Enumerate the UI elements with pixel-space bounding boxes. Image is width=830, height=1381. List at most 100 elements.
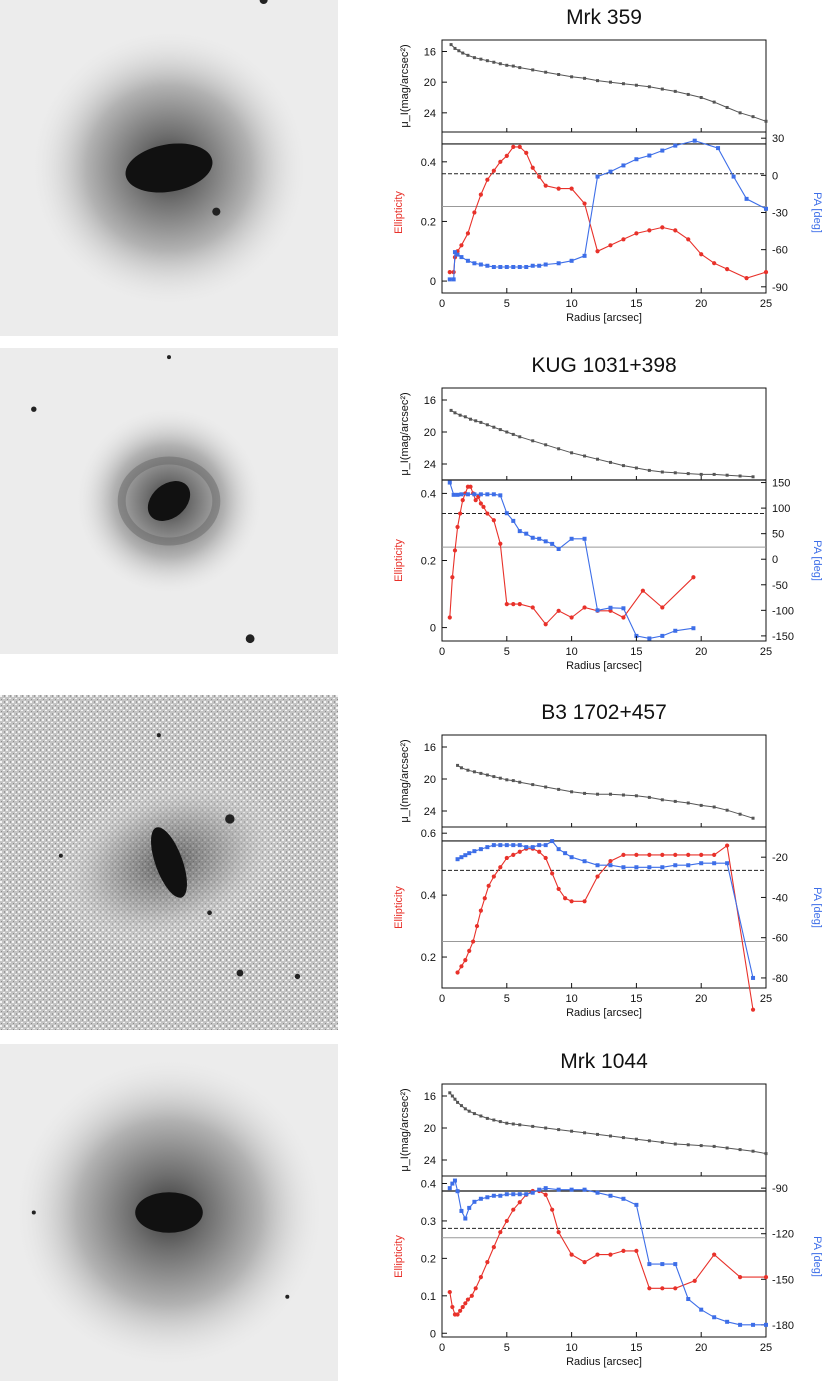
ellipticity-point [481, 504, 486, 509]
sb-point [621, 82, 625, 86]
pa-tick-label: -120 [772, 1229, 794, 1241]
pa-point [764, 206, 768, 211]
x-axis-label: Radius [arcsec] [566, 660, 642, 672]
panel-title: KUG 1031+398 [531, 354, 677, 377]
sb-point [634, 466, 638, 470]
sb-point [456, 763, 460, 767]
pa-axis-label: PA [deg] [811, 540, 823, 581]
ellipticity-point [463, 958, 468, 963]
sb-point [518, 66, 522, 70]
pa-point [543, 262, 548, 267]
ellipticity-point [504, 855, 509, 861]
sb-point [458, 413, 462, 417]
ellipticity-point [673, 228, 678, 233]
profile-plots: 16 20 24 μ_I(mag/arcsec²) 0 0.2 0.4 Ellipticity… [370, 384, 830, 684]
ellipticity-point [511, 1207, 516, 1212]
pa-point [595, 863, 600, 868]
pa-point [543, 539, 548, 544]
pa-point [595, 608, 600, 613]
ellipticity-point [744, 275, 749, 281]
sb-point [751, 475, 755, 479]
ellipticity-point [595, 1252, 600, 1257]
pa-point [660, 633, 665, 638]
sb-point [544, 443, 548, 447]
pa-point [673, 143, 678, 148]
x-tick-label: 10 [565, 298, 577, 310]
galaxy-image [0, 695, 338, 1030]
ellipticity-point [504, 602, 509, 607]
sb-point [453, 411, 457, 415]
sb-point [686, 1143, 690, 1147]
pa-point [465, 492, 470, 497]
pa-point [621, 606, 626, 611]
pa-point [455, 492, 460, 497]
pa-tick-label: -50 [772, 580, 788, 592]
pa-point [699, 1307, 704, 1312]
x-tick-label: 25 [760, 993, 772, 1005]
sb-point [596, 792, 600, 796]
pa-line [449, 140, 767, 280]
sb-point [557, 73, 561, 76]
ellipticity-point [459, 243, 464, 248]
pa-line [449, 1179, 766, 1326]
pa-point [511, 518, 516, 523]
ellipticity-point [737, 1274, 743, 1280]
sb-point [557, 1128, 561, 1132]
sb-point [511, 432, 515, 436]
ellipticity-point [524, 150, 529, 155]
pa-point [504, 264, 509, 269]
pa-axis-label: PA [deg] [811, 887, 823, 928]
ellipticity-point [511, 144, 516, 150]
ellipticity-point [692, 1278, 697, 1283]
pa-point [517, 264, 522, 269]
pa-point [543, 1186, 548, 1191]
x-tick-label: 25 [760, 1342, 772, 1354]
pa-tick-label: -90 [772, 282, 788, 294]
ellipticity-axes-frame [441, 479, 767, 642]
pa-point [692, 138, 697, 143]
pa-tick-label: 0 [772, 170, 778, 182]
ellipticity-point [550, 871, 555, 876]
pa-tick-label: -60 [772, 933, 788, 945]
ellipticity-point [498, 865, 503, 870]
x-tick-label: 0 [439, 993, 445, 1005]
profile-plots: 16 20 24 μ_I(mag/arcsec²) 0 0.1 0.2 0.3 0.4 Ellip… [370, 1080, 830, 1380]
sb-point [518, 780, 522, 784]
sb-point [764, 119, 768, 123]
pa-tick-label: -180 [772, 1320, 794, 1332]
ellipticity-point [621, 1248, 626, 1253]
x-tick-label: 20 [695, 646, 707, 658]
pa-point [498, 264, 503, 269]
pa-point [504, 511, 509, 516]
pa-point [498, 493, 503, 498]
ellipticity-point [660, 605, 665, 610]
x-tick-label: 5 [504, 1342, 510, 1354]
pa-point [524, 264, 529, 269]
sb-tick-label: 20 [424, 77, 436, 89]
sb-point [596, 457, 600, 461]
pa-point [569, 855, 574, 860]
pa-point [498, 843, 503, 848]
pa-point [478, 262, 483, 267]
ellipticity-point [485, 177, 490, 182]
sb-point [660, 1140, 664, 1144]
ellipticity-point [582, 201, 587, 206]
pa-point [491, 492, 496, 497]
x-tick-label: 15 [630, 646, 642, 658]
sb-point [621, 1136, 625, 1140]
ellipticity-tick-label: 0 [430, 276, 436, 288]
sb-axis-label: μ_I(mag/arcsec²) [399, 739, 411, 822]
pa-point [608, 605, 613, 610]
sb-point [738, 111, 742, 115]
pa-point [451, 277, 456, 282]
pa-point [543, 843, 548, 848]
ellipticity-point [482, 896, 487, 901]
sb-point [485, 59, 489, 63]
pa-point [478, 492, 483, 497]
sb-point [764, 1152, 768, 1156]
pa-point [511, 843, 516, 848]
galaxy-image [0, 348, 338, 654]
x-tick-label: 10 [565, 646, 577, 658]
ellipticity-line [449, 486, 694, 626]
ellipticity-point [530, 165, 535, 170]
